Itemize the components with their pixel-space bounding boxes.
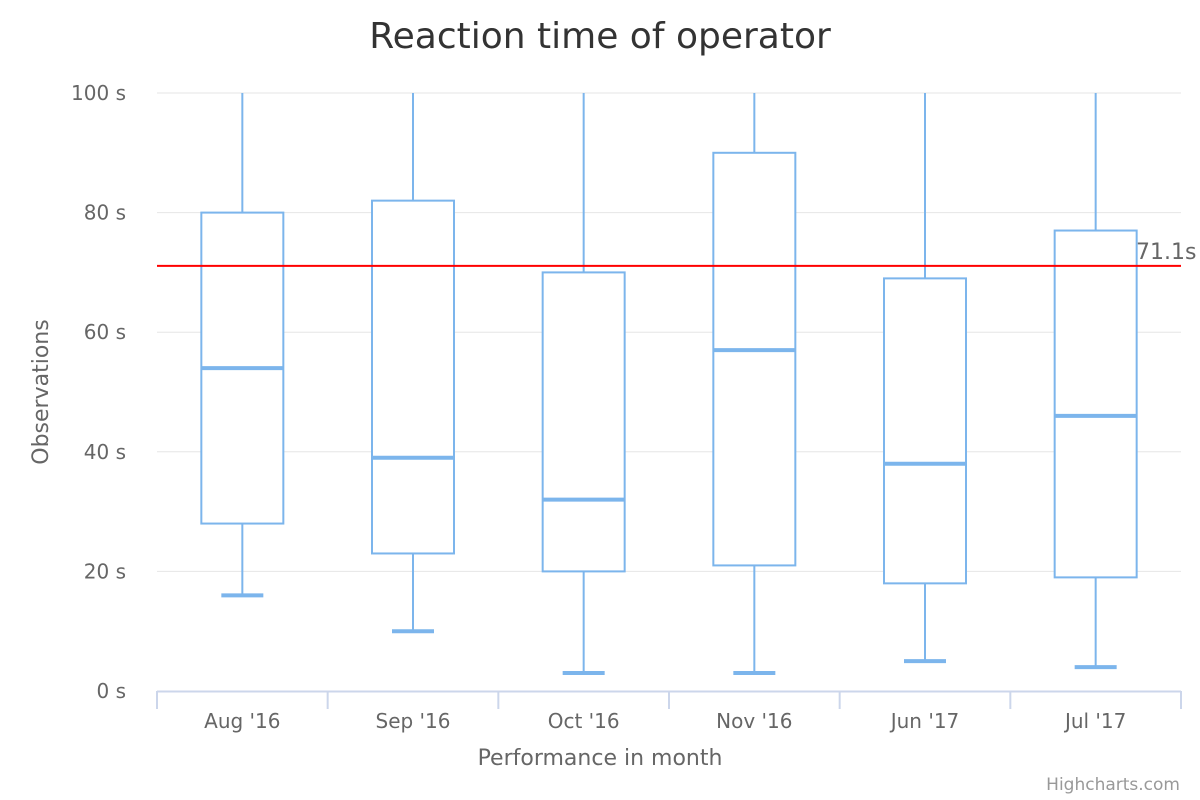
box-body (883, 277, 967, 585)
y-tick-label: 0 s (96, 679, 126, 703)
y-tick-label: 60 s (84, 320, 126, 344)
x-tick-label: Aug '16 (204, 709, 280, 733)
box-item (1053, 93, 1138, 670)
box-item (371, 93, 455, 634)
box-item (200, 93, 285, 598)
plot-line-group: 71.1s (157, 240, 1196, 267)
y-axis-title: Observations (29, 319, 54, 464)
box-body (712, 151, 797, 567)
box-item (541, 93, 626, 676)
x-tick-label: Sep '16 (376, 709, 451, 733)
x-axis (156, 690, 1182, 709)
chart-title: Reaction time of operator (369, 16, 831, 57)
box-body (541, 271, 626, 573)
x-tick-label: Jun '17 (889, 709, 960, 733)
box-series (200, 93, 1138, 676)
grid-lines (157, 92, 1181, 572)
y-tick-label: 20 s (84, 559, 126, 583)
box-item (712, 93, 797, 676)
box-body (371, 199, 455, 555)
x-axis-ticks: Aug '16 Sep '16 Oct '16 Nov '16 Jun '17 Jul '… (204, 709, 1126, 733)
y-tick-label: 40 s (84, 440, 126, 464)
box-item (883, 93, 967, 664)
x-axis-title: Performance in month (478, 746, 723, 771)
y-tick-label: 80 s (84, 201, 126, 225)
y-axis-ticks: 0 s 20 s 40 s 60 s 80 s 100 s (71, 81, 126, 703)
box-body (1053, 229, 1138, 579)
reference-line-label: 71.1s (1136, 240, 1196, 265)
x-tick-label: Nov '16 (716, 709, 792, 733)
x-tick-label: Oct '16 (548, 709, 620, 733)
credits-link[interactable]: Highcharts.com (1046, 775, 1180, 795)
x-tick-label: Jul '17 (1063, 709, 1126, 733)
y-tick-label: 100 s (71, 81, 126, 105)
